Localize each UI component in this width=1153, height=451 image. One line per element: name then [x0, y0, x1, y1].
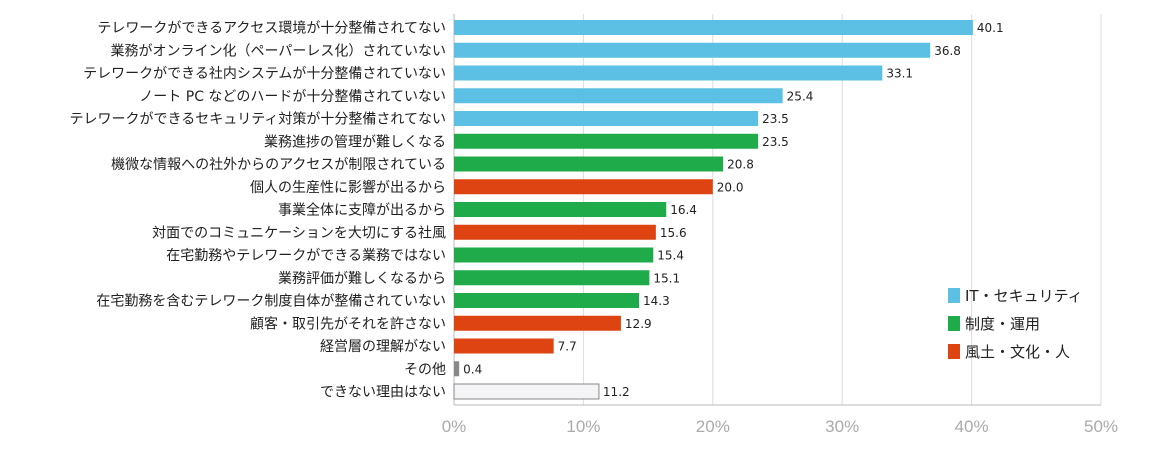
- bar: [454, 42, 931, 58]
- category-label: 事業全体に支障が出るから: [278, 202, 446, 219]
- bar: [454, 270, 650, 286]
- category-label: 在宅勤務を含むテレワーク制度自体が整備されていない: [96, 294, 446, 310]
- x-tick-label: 20%: [696, 417, 730, 436]
- data-label: 15.6: [660, 226, 687, 240]
- data-label: 12.9: [625, 317, 652, 331]
- x-tick-label: 30%: [825, 417, 859, 436]
- bar: [453, 383, 600, 400]
- bar: [454, 179, 713, 195]
- bar: [454, 156, 724, 172]
- legend-label: 制度・運用: [965, 315, 1040, 333]
- category-label: その他: [404, 362, 446, 378]
- bar: [454, 315, 621, 331]
- data-label: 15.1: [653, 271, 680, 285]
- x-tick-label: 40%: [955, 417, 989, 436]
- category-label: 個人の生産性に影響が出るから: [250, 179, 446, 196]
- bar: [454, 65, 883, 81]
- x-tick-label: 50%: [1084, 417, 1118, 436]
- bar: [454, 111, 759, 126]
- bar: [454, 202, 667, 217]
- data-label: 23.5: [762, 135, 789, 149]
- bar: [454, 293, 640, 308]
- data-label: 20.8: [727, 158, 754, 172]
- x-tick-label: 0%: [442, 417, 467, 436]
- bar: [454, 247, 654, 263]
- bar: [454, 224, 656, 240]
- data-label: 14.3: [643, 294, 670, 308]
- data-label: 20.0: [717, 180, 744, 194]
- category-label: テレワークができるアクセス環境が十分整備されてない: [97, 21, 446, 37]
- legend-label: 風土・文化・人: [965, 343, 1070, 361]
- category-label: テレワークができるセキュリティ対策が十分整備されてない: [70, 111, 446, 128]
- data-label: 36.8: [934, 44, 961, 58]
- category-label: 対面でのコミュニケーションを大切にする社風: [152, 225, 446, 241]
- bar: [454, 20, 973, 35]
- data-label: 11.2: [603, 385, 630, 399]
- data-label: 23.5: [762, 112, 789, 126]
- data-label: 40.1: [977, 21, 1004, 35]
- bar: [454, 361, 460, 377]
- data-label: 16.4: [670, 203, 697, 217]
- category-label: 業務がオンライン化（ペーパーレス化）されていない: [111, 43, 446, 59]
- bar: [454, 338, 554, 354]
- data-label: 33.1: [886, 67, 913, 81]
- category-label: 顧客・取引先がそれを許さない: [250, 315, 446, 332]
- category-label: テレワークができる社内システムが十分整備されていない: [83, 66, 446, 82]
- bar: [454, 133, 759, 149]
- category-label: できない理由はない: [320, 385, 446, 401]
- data-label: 0.4: [463, 362, 482, 376]
- legend-swatch: [948, 344, 960, 359]
- category-label: 経営層の理解がない: [320, 339, 446, 355]
- bar: [454, 88, 783, 104]
- category-label: 業務進捗の管理が難しくなる: [264, 134, 446, 150]
- data-label: 7.7: [558, 340, 577, 354]
- data-label: 25.4: [787, 89, 814, 103]
- data-label: 15.4: [657, 249, 684, 263]
- category-label: ノート PC などのハードが十分整備されていない: [139, 89, 446, 105]
- category-label: 在宅勤務やテレワークができる業務ではない: [166, 248, 446, 264]
- legend-swatch: [948, 316, 960, 331]
- category-label: 業務評価が難しくなるから: [278, 271, 446, 287]
- category-label: 機微な情報への社外からのアクセスが制限されている: [111, 157, 446, 173]
- legend-swatch: [948, 288, 960, 303]
- legend-label: IT・セキュリティ: [965, 287, 1083, 305]
- x-tick-label: 10%: [566, 417, 600, 436]
